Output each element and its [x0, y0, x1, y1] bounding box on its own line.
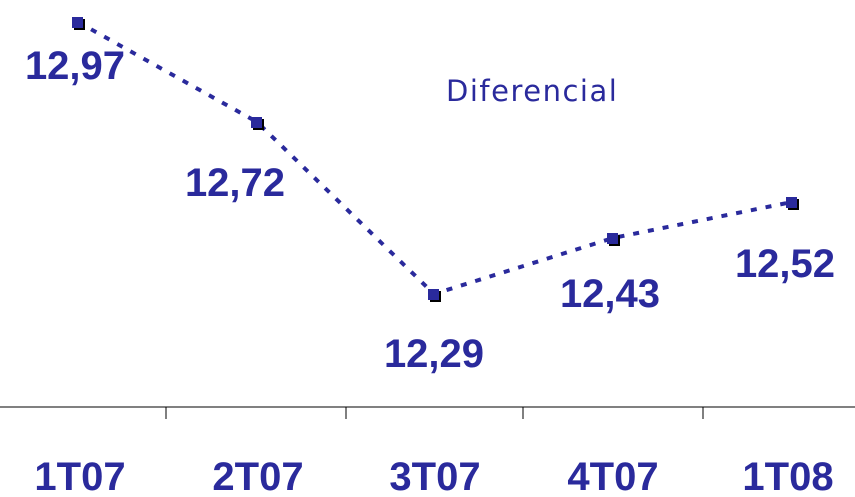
data-label: 12,43 — [560, 272, 660, 316]
series-markers — [72, 17, 799, 302]
x-axis-tick-labels: 1T07 2T07 3T07 4T07 1T08 — [34, 455, 833, 497]
x-tick-label: 3T07 — [389, 455, 480, 497]
data-point-marker — [251, 117, 264, 130]
x-tick-label: 4T07 — [567, 455, 658, 497]
x-tick-label: 1T07 — [34, 455, 125, 497]
data-label: 12,72 — [185, 161, 285, 205]
series-name-label: Diferencial — [446, 74, 618, 108]
data-label: 12,52 — [735, 242, 835, 286]
x-tick-label: 2T07 — [212, 455, 303, 497]
data-label: 12,97 — [25, 44, 125, 88]
data-labels: 12,97 12,72 12,29 12,43 12,52 — [25, 44, 835, 376]
data-point-marker — [786, 197, 799, 210]
data-point-marker — [607, 233, 620, 246]
data-label: 12,29 — [384, 332, 484, 376]
series-line-diferencial — [77, 20, 793, 297]
x-tick-label: 1T08 — [742, 455, 833, 497]
data-point-marker — [428, 289, 441, 302]
x-axis-ticks — [165, 407, 704, 419]
data-point-marker — [72, 17, 85, 30]
x-axis: 1T07 2T07 3T07 4T07 1T08 — [0, 406, 855, 497]
